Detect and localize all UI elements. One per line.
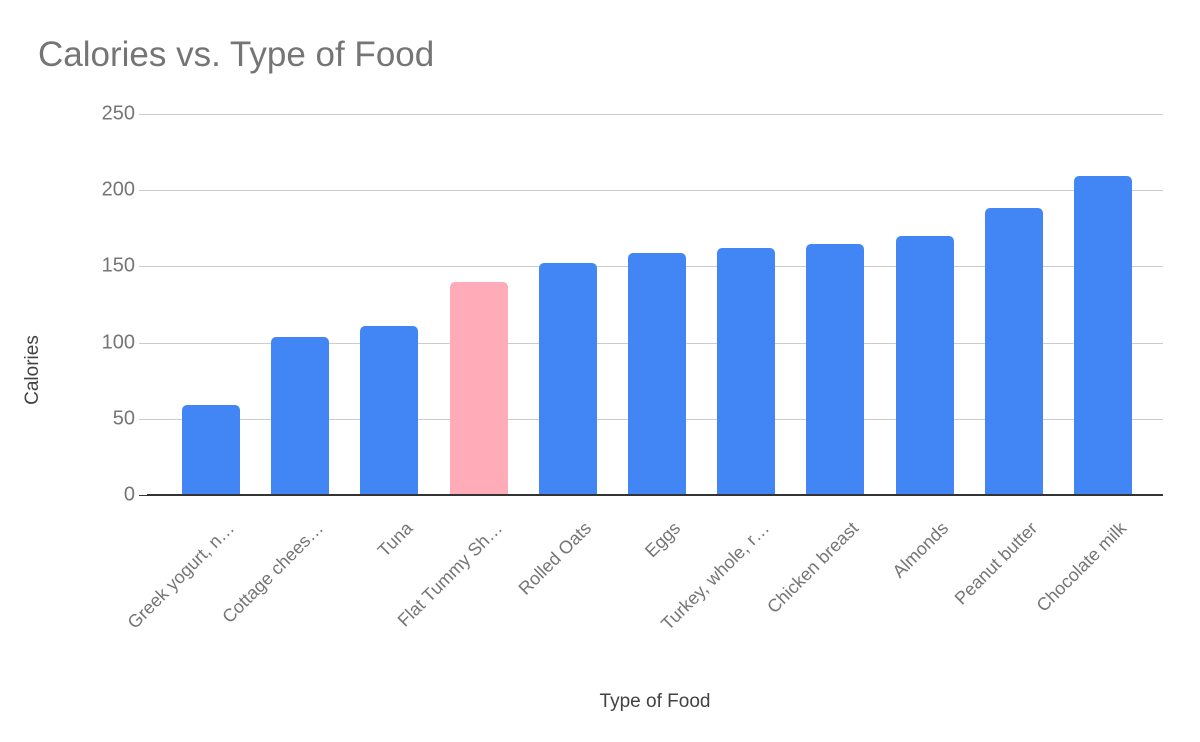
bar-peanut-butter[interactable] [984, 208, 1043, 495]
bar-chicken-breast[interactable] [806, 243, 865, 495]
bar-rolled-oats[interactable] [538, 263, 597, 495]
bar-chocolate-milk[interactable] [1074, 176, 1132, 495]
x-category-label-peanut-butter: Peanut butter [950, 518, 1041, 609]
y-tick-label: 200 [101, 178, 135, 201]
x-category-label-tuna: Tuna [373, 518, 417, 561]
bar-cottage-chees[interactable] [271, 336, 330, 495]
x-axis-baseline [147, 494, 1163, 496]
y-tick-label: 100 [101, 331, 135, 354]
y-axis-tick [139, 495, 147, 496]
bar-almonds[interactable] [895, 235, 954, 495]
bar-tuna[interactable] [360, 325, 419, 495]
x-category-label-almonds: Almonds [888, 518, 952, 582]
y-axis-tick [139, 190, 147, 192]
gridline [147, 190, 1163, 192]
x-category-label-chicken-breast: Chicken breast [763, 518, 863, 618]
bar-greek-yogurt-n[interactable] [182, 405, 240, 495]
x-axis-title: Type of Food [599, 691, 711, 712]
bar-eggs[interactable] [628, 252, 686, 495]
x-category-label-rolled-oats: Rolled Oats [514, 518, 595, 599]
y-axis-tick [139, 266, 147, 268]
x-category-label-eggs: Eggs [640, 518, 685, 562]
bar-flat-tummy-sh[interactable] [449, 281, 508, 495]
y-tick-label: 150 [101, 254, 135, 277]
y-axis-tick [139, 418, 147, 420]
bar-turkey-whole-r[interactable] [717, 248, 776, 495]
y-axis-tick [139, 114, 147, 115]
gridline [147, 114, 1163, 115]
y-tick-label: 250 [101, 102, 135, 125]
x-category-label-chocolate-milk: Chocolate milk [1032, 518, 1131, 616]
y-tick-label: 0 [123, 483, 135, 506]
y-axis-tick [139, 342, 147, 344]
y-tick-label: 50 [112, 407, 135, 430]
chart-title: Calories vs. Type of Food [38, 35, 435, 74]
